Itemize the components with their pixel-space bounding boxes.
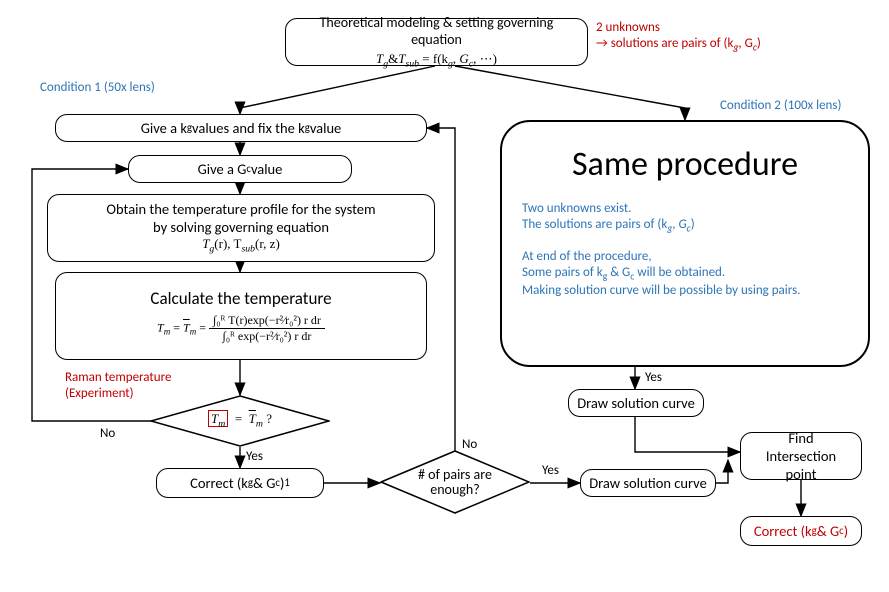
annotation-cond2: Condition 2 (100x lens) bbox=[720, 98, 841, 114]
node-final-correct: Correct (kg & Gc) bbox=[740, 516, 862, 546]
label-yes-3: Yes bbox=[645, 370, 662, 385]
top-line1: Theoretical modeling & setting governing… bbox=[294, 14, 579, 49]
node-draw-solution-1: Draw solution curve bbox=[568, 389, 704, 417]
check-content: Tm = Tm ? bbox=[208, 411, 272, 431]
label-no-2: No bbox=[462, 437, 477, 452]
node-draw-solution-2: Draw solution curve bbox=[580, 469, 716, 497]
edge-top-same bbox=[455, 66, 685, 120]
node-obtain-profile: Obtain the temperature profile for the s… bbox=[47, 194, 435, 262]
edge-enough-kg bbox=[427, 128, 455, 452]
label-yes-1: Yes bbox=[246, 449, 263, 464]
annotation-unknowns: 2 unknowns → solutions are pairs of (kg,… bbox=[596, 20, 761, 54]
node-calculate-temperature: Calculate the temperature Tm = Tm = ∫₀ᴿ … bbox=[55, 272, 427, 360]
label-no-1: No bbox=[100, 426, 115, 441]
node-check-tm: Tm = Tm ? bbox=[150, 395, 330, 447]
node-give-kg: Give a kg values and fix the kg value bbox=[55, 114, 427, 142]
node-correct-pair: Correct (kg & Gc)1 bbox=[156, 468, 324, 498]
label-yes-2: Yes bbox=[542, 463, 559, 478]
edge-ds1-find bbox=[635, 417, 740, 452]
node-enough-pairs: # of pairs are enough? bbox=[380, 450, 530, 514]
top-formula: Tg&Tsub = f(kg, Gc, ⋯) bbox=[376, 51, 497, 71]
enough-content: # of pairs are enough? bbox=[418, 467, 492, 498]
tp-formula: Tg(r), Tsub(r, z) bbox=[202, 236, 280, 256]
annotation-cond1: Condition 1 (50x lens) bbox=[40, 80, 155, 96]
same-sub-lines: Two unknowns exist. The solutions are pa… bbox=[522, 201, 848, 299]
node-find-intersection: Find Intersection point bbox=[740, 432, 862, 480]
calc-formula: Tm = Tm = ∫₀ᴿ T(r)exp(−r²⁄r₀²) r dr ∫₀ᴿ … bbox=[157, 313, 325, 344]
edge-ds2-find bbox=[716, 460, 728, 483]
node-same-procedure: Same procedure Two unknowns exist. The s… bbox=[500, 120, 870, 367]
node-give-gc: Give a Gc value bbox=[128, 155, 352, 183]
node-governing-equation: Theoretical modeling & setting governing… bbox=[285, 18, 588, 66]
edge-top-kg bbox=[240, 66, 435, 114]
